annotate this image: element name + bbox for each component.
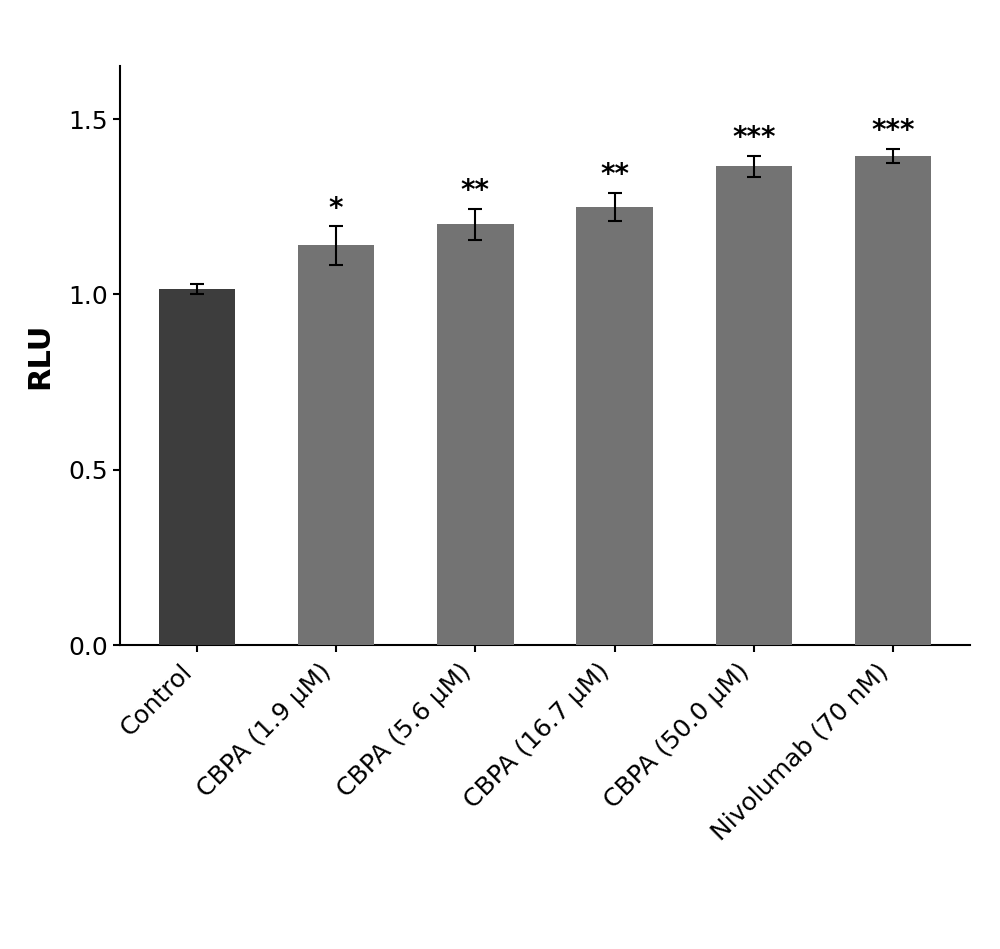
Text: *: * xyxy=(329,195,343,223)
Bar xyxy=(855,156,931,645)
Bar xyxy=(437,224,514,645)
Bar xyxy=(159,289,235,645)
Text: **: ** xyxy=(600,161,629,189)
Bar xyxy=(716,166,792,645)
Bar xyxy=(298,246,374,645)
Y-axis label: RLU: RLU xyxy=(26,323,55,389)
Text: ***: *** xyxy=(871,118,915,145)
Text: ***: *** xyxy=(732,124,776,153)
Bar xyxy=(576,207,653,645)
Text: **: ** xyxy=(461,177,490,205)
